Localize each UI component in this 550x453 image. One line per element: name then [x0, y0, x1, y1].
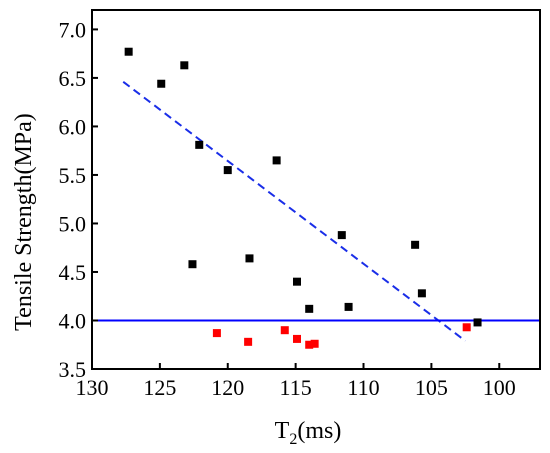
black-data-point	[292, 277, 301, 286]
red-data-point	[244, 337, 253, 346]
black-data-point	[188, 260, 197, 269]
x-axis-title-unit: (ms)	[297, 418, 341, 444]
plot-area	[92, 10, 540, 369]
axes: 130 125 120 115 110 105 100 3.5 4.0 4.5 5.0 5.5 6.0 6…	[59, 9, 541, 400]
plot-frame	[91, 9, 541, 370]
y-tick-label: 7.0	[59, 17, 87, 42]
black-data-point	[124, 47, 133, 56]
y-tick-label: 6.0	[59, 114, 87, 139]
x-tick-label: 105	[415, 375, 448, 400]
x-tick-label: 115	[280, 375, 312, 400]
red-data-point	[280, 326, 289, 335]
x-axis-title-main: T	[275, 418, 290, 444]
black-data-point	[180, 61, 189, 70]
black-data-point	[344, 302, 353, 311]
black-data-point	[305, 304, 314, 313]
red-data-point	[305, 340, 314, 349]
black-data-point	[245, 254, 254, 263]
red-data-point	[462, 323, 471, 332]
trend-line-dashed	[122, 81, 466, 342]
y-tick-label: 6.5	[59, 66, 87, 91]
data-marks	[92, 47, 540, 349]
x-tick-label: 130	[76, 375, 109, 400]
x-axis-title-subscript: 2	[289, 431, 297, 448]
black-data-point	[223, 166, 232, 175]
black-data-point	[272, 156, 281, 165]
black-data-point	[473, 318, 482, 327]
red-data-point	[212, 329, 221, 338]
x-tick-label: 120	[211, 375, 244, 400]
x-tick-label: 100	[483, 375, 516, 400]
x-tick-label: 110	[347, 375, 379, 400]
x-axis-title: T2(ms)	[275, 418, 342, 448]
y-tick-label: 3.5	[59, 357, 87, 382]
black-data-point	[411, 240, 420, 249]
y-tick-label: 4.5	[59, 260, 87, 285]
plot-background	[92, 10, 540, 369]
y-tick-label: 4.0	[59, 308, 87, 333]
red-data-point	[310, 339, 319, 348]
red-data-point	[292, 334, 301, 343]
black-data-point	[195, 140, 204, 149]
black-data-point	[157, 79, 166, 88]
y-tick-label: 5.0	[59, 211, 87, 236]
black-data-point	[417, 289, 426, 298]
x-tick-label: 125	[143, 375, 176, 400]
y-tick-label: 5.5	[59, 163, 87, 188]
black-data-point	[337, 231, 346, 240]
y-axis-title: Tensile Strength(MPa)	[11, 113, 37, 331]
